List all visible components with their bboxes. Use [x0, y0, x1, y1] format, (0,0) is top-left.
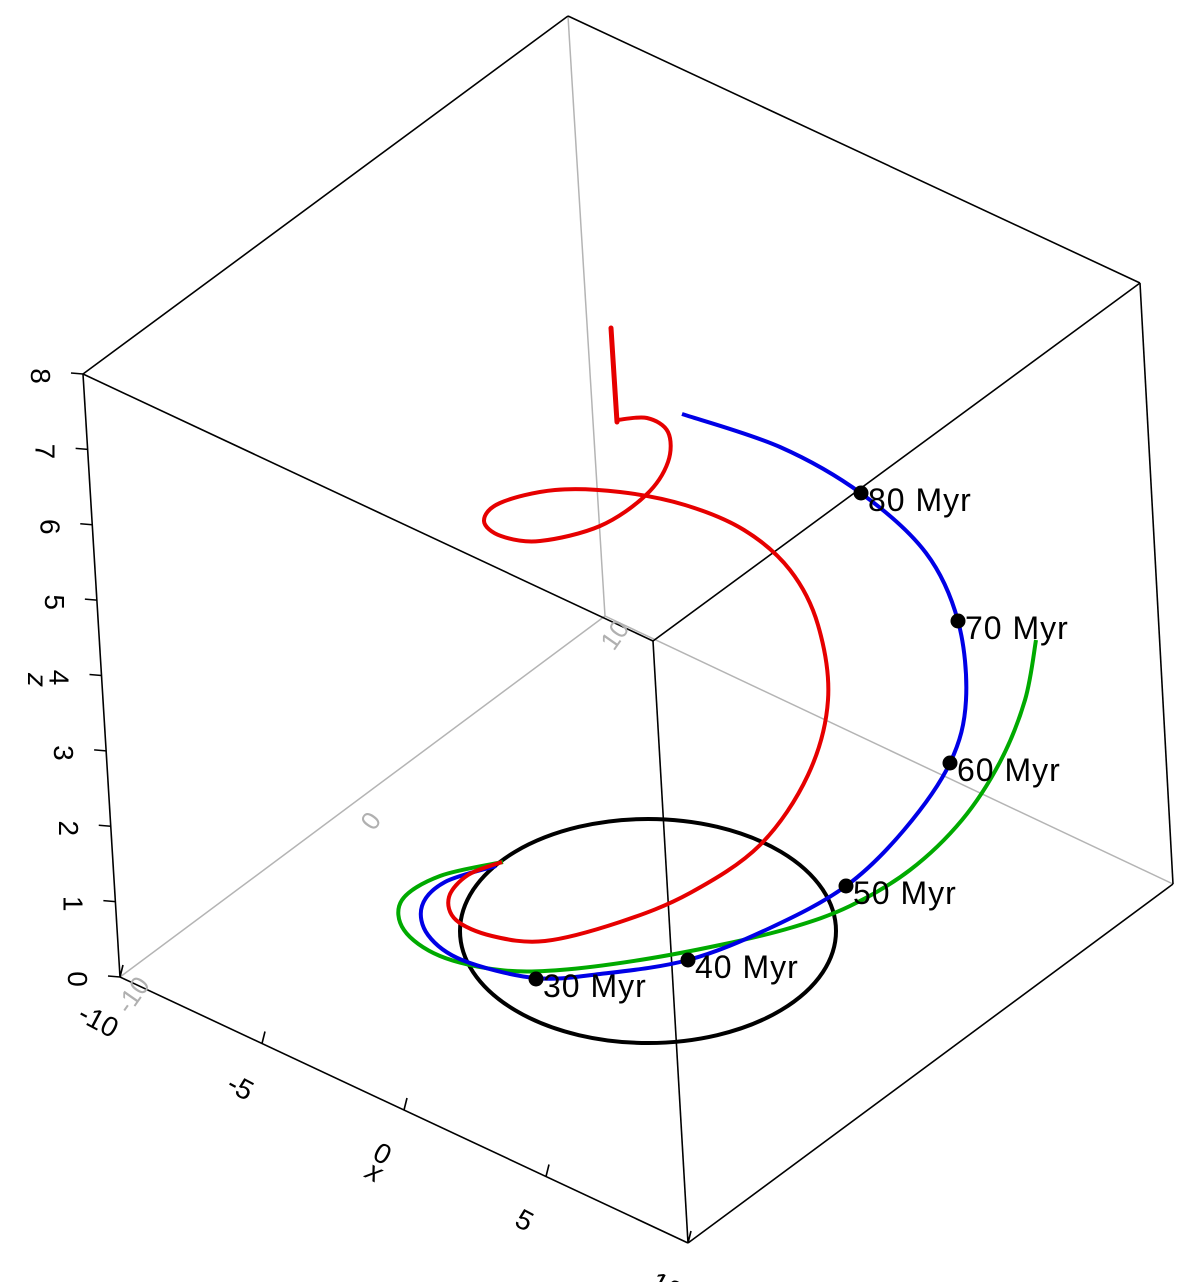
- time-marker-dot: [950, 613, 966, 629]
- z-tick: [103, 899, 116, 903]
- z-tick-label: 8: [25, 368, 56, 384]
- box-edge: [652, 282, 1141, 642]
- x-axis-title: x: [359, 1154, 389, 1189]
- z-tick: [89, 673, 102, 677]
- z-tick: [75, 447, 88, 451]
- time-marker-label: 30 Myr: [543, 968, 647, 1004]
- z-tick-label: 6: [34, 519, 65, 535]
- ring-ellipse: [458, 817, 838, 1045]
- green-trajectory: [396, 639, 1038, 974]
- time-marker-dot: [838, 878, 854, 894]
- z-tick-label: 5: [39, 594, 70, 610]
- x-tick-label: 10: [645, 1266, 687, 1282]
- z-tick-label: 7: [30, 444, 61, 460]
- ring-series: [458, 817, 838, 1045]
- z-tick: [80, 522, 93, 526]
- z-tick: [107, 975, 121, 978]
- z-tick: [84, 598, 97, 601]
- y-tick-label: 10: [594, 614, 635, 655]
- z-tick: [98, 824, 111, 828]
- trajectory-series: [396, 325, 1038, 981]
- time-marker-label: 80 Myr: [868, 482, 972, 518]
- red-vertical-segment: [608, 325, 620, 425]
- x-tick: [119, 964, 124, 978]
- z-tick: [70, 372, 84, 375]
- time-marker-dot: [680, 952, 696, 968]
- box-edge: [652, 640, 689, 1244]
- time-marker-label: 40 Myr: [695, 949, 799, 985]
- hidden-box-edge: [567, 15, 606, 617]
- z-tick-label: 3: [48, 745, 79, 761]
- box-edge: [82, 15, 569, 375]
- x-tick-label: -5: [222, 1068, 259, 1107]
- x-tick: [545, 1164, 550, 1177]
- time-marker-dot: [853, 485, 869, 501]
- z-tick-label: 0: [62, 971, 93, 987]
- z-tick: [94, 749, 107, 752]
- box-edge: [1139, 282, 1174, 885]
- z-tick-label: 4: [44, 670, 75, 686]
- hidden-box-edge: [119, 615, 606, 978]
- red-trajectory: [446, 415, 831, 944]
- time-markers: 30 Myr 40 Myr 50 Myr 60 Myr 70 Myr 80 Myr: [528, 482, 1069, 1004]
- x-tick: [261, 1031, 266, 1044]
- x-tick-label: 5: [510, 1203, 538, 1238]
- box-hidden-edges: [119, 15, 1174, 978]
- box-edge: [82, 373, 654, 642]
- box-edge: [687, 883, 1174, 1244]
- blue-trajectory: [418, 412, 969, 981]
- time-marker-label: 60 Myr: [957, 752, 1061, 788]
- time-marker-label: 70 Myr: [965, 610, 1069, 646]
- time-marker-dot: [942, 755, 958, 771]
- hidden-box-edge: [604, 615, 1174, 885]
- x-tick: [687, 1230, 692, 1244]
- y-tick-label: 0: [354, 806, 387, 835]
- z-tick-label: 1: [57, 896, 88, 912]
- x-tick: [403, 1097, 408, 1111]
- z-axis-title: z: [22, 672, 53, 687]
- box-edge: [567, 15, 1141, 284]
- z-tick-label: 2: [53, 820, 84, 836]
- time-marker-label: 50 Myr: [853, 875, 957, 911]
- time-marker-dot: [528, 971, 544, 987]
